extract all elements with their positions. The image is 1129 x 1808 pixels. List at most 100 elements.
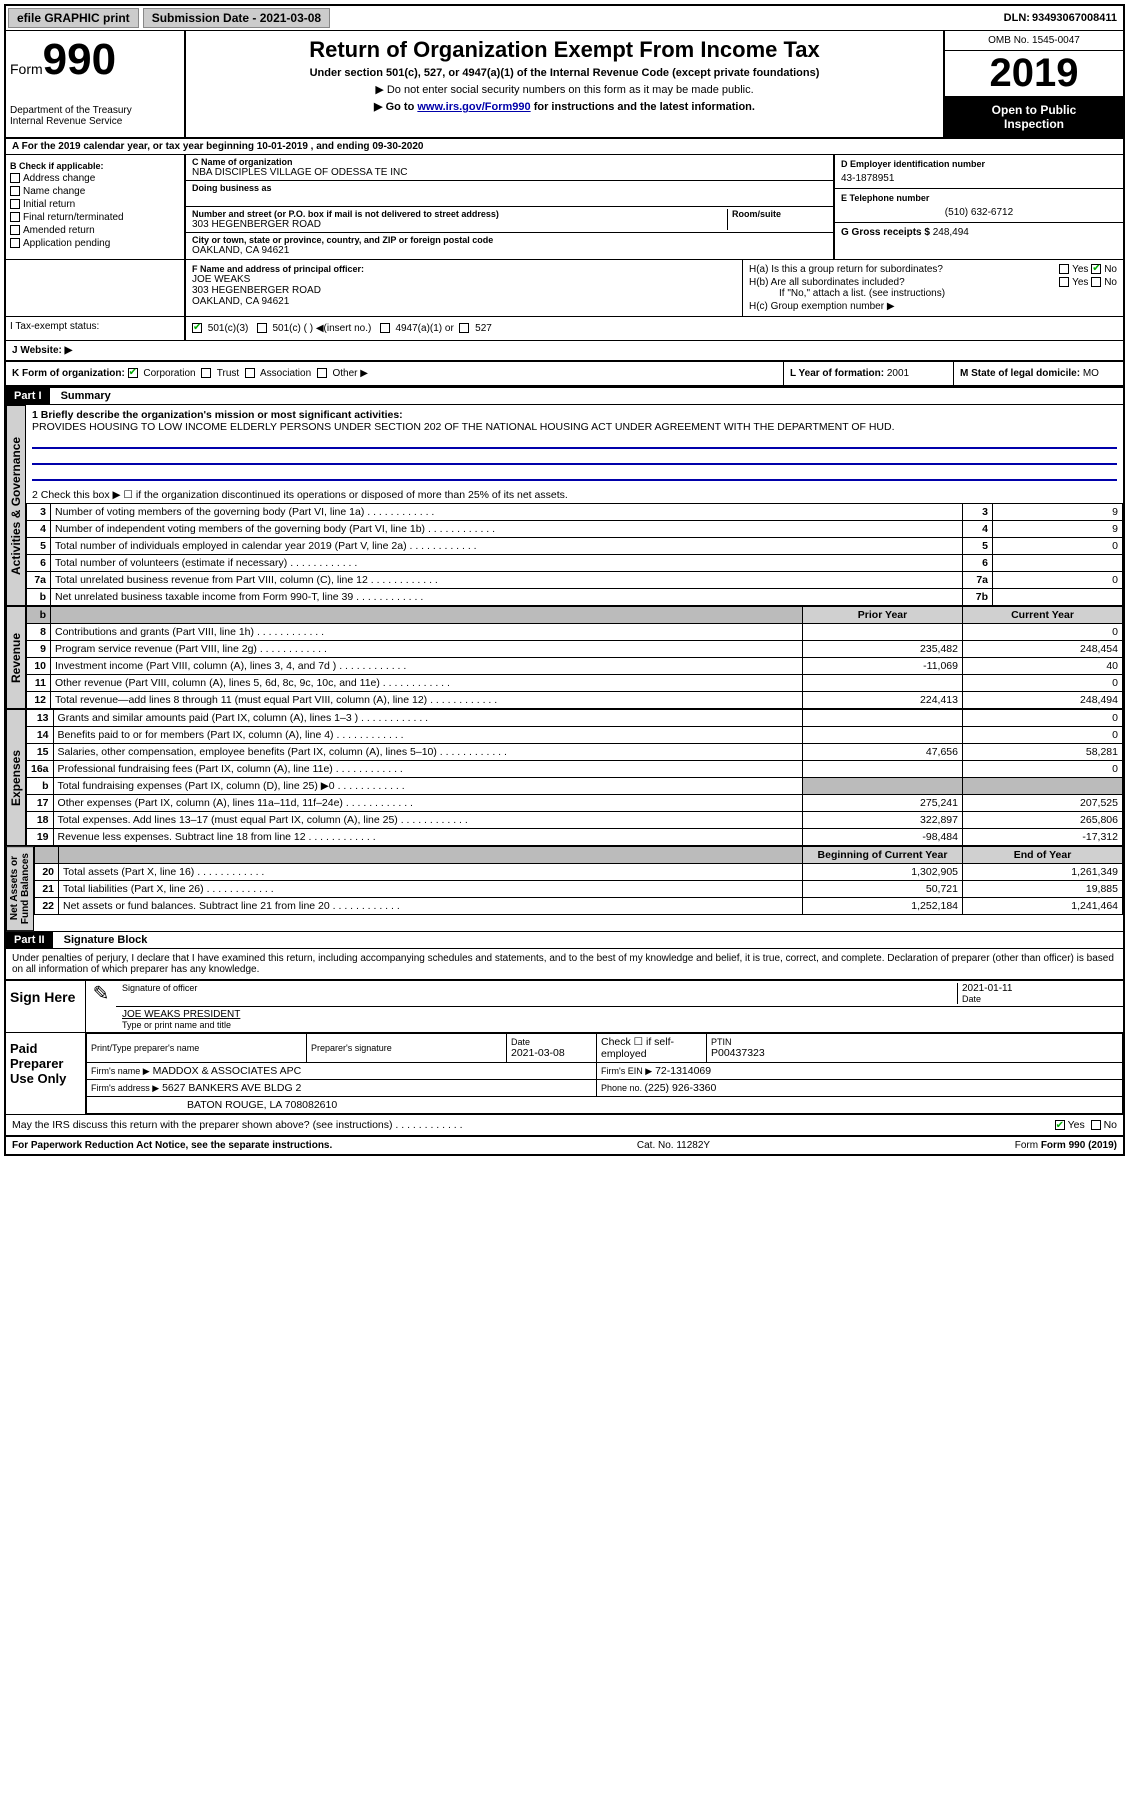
- m-value: MO: [1083, 368, 1099, 379]
- hb-note: If "No," attach a list. (see instruction…: [749, 288, 1117, 299]
- m-label: M State of legal domicile:: [960, 368, 1083, 379]
- net-assets-table: Beginning of Current YearEnd of Year 20T…: [34, 846, 1123, 915]
- part-1-badge: Part I: [6, 388, 50, 404]
- hb-row: H(b) Are all subordinates included? Yes …: [749, 277, 1117, 288]
- arrow-icon: ▶: [375, 84, 383, 96]
- table-row: 12Total revenue—add lines 8 through 11 (…: [27, 692, 1123, 709]
- j-label: J Website: ▶: [12, 345, 72, 356]
- other-checkbox[interactable]: [317, 368, 327, 378]
- gross-receipts-row: G Gross receipts $ 248,494: [835, 223, 1123, 242]
- checkbox-initial-return[interactable]: Initial return: [10, 199, 180, 210]
- part-2-title: Signature Block: [56, 934, 148, 946]
- current-year-header: Current Year: [963, 607, 1123, 624]
- address: 303 HEGENBERGER ROAD: [192, 219, 727, 230]
- submission-date: 2021-03-08: [260, 11, 321, 25]
- footer-right: Form Form 990 (2019): [1015, 1140, 1117, 1151]
- prep-name-label: Print/Type preparer's name: [91, 1043, 302, 1053]
- opt-label: 501(c) ( ) ◀(insert no.): [272, 323, 371, 334]
- table-row: 5Total number of individuals employed in…: [27, 538, 1123, 555]
- checkbox-address-change[interactable]: Address change: [10, 173, 180, 184]
- 527-checkbox[interactable]: [459, 323, 469, 333]
- 501c3-checkbox[interactable]: [192, 323, 202, 333]
- table-row: 20Total assets (Part X, line 16)1,302,90…: [35, 864, 1123, 881]
- opt-label: 527: [475, 323, 492, 334]
- cb-label: Final return/terminated: [23, 212, 124, 223]
- trust-checkbox[interactable]: [201, 368, 211, 378]
- discuss-label: May the IRS discuss this return with the…: [12, 1119, 393, 1131]
- footer-mid: Cat. No. 11282Y: [637, 1140, 710, 1151]
- check-self-employed[interactable]: Check ☐ if self-employed: [597, 1034, 707, 1063]
- discuss-yes-checkbox[interactable]: [1055, 1120, 1065, 1130]
- hb-yes-checkbox[interactable]: [1059, 277, 1069, 287]
- section-fh: F Name and address of principal officer:…: [6, 260, 1123, 317]
- 501c-checkbox[interactable]: [257, 323, 267, 333]
- city: OAKLAND, CA 94621: [192, 245, 827, 256]
- l-value: 2001: [887, 368, 909, 379]
- section-j: J Website: ▶: [6, 341, 1123, 362]
- discuss-no-checkbox[interactable]: [1091, 1120, 1101, 1130]
- firm-addr2: BATON ROUGE, LA 708082610: [87, 1097, 1123, 1114]
- table-row: 22Net assets or fund balances. Subtract …: [35, 898, 1123, 915]
- form-subtitle: Under section 501(c), 527, or 4947(a)(1)…: [192, 67, 937, 79]
- sig-date-label: Date: [962, 994, 1117, 1004]
- note-2-pre: Go to: [386, 101, 418, 113]
- paid-preparer-label: Paid Preparer Use Only: [6, 1033, 86, 1114]
- firm-phone-label: Phone no.: [601, 1083, 645, 1093]
- checkbox-amended[interactable]: Amended return: [10, 225, 180, 236]
- table-row: 6Total number of volunteers (estimate if…: [27, 555, 1123, 572]
- ha-yes-checkbox[interactable]: [1059, 264, 1069, 274]
- vtab-expenses: Expenses: [6, 709, 26, 846]
- d-label: D Employer identification number: [841, 159, 1117, 169]
- table-row: bNet unrelated business taxable income f…: [27, 589, 1123, 606]
- org-name: NBA DISCIPLES VILLAGE OF ODESSA TE INC: [192, 167, 827, 178]
- cb-label: Application pending: [23, 238, 110, 249]
- hc-row: H(c) Group exemption number ▶: [749, 301, 1117, 312]
- department: Department of the Treasury Internal Reve…: [10, 105, 180, 127]
- line-a: A For the 2019 calendar year, or tax yea…: [6, 139, 1123, 155]
- corp-checkbox[interactable]: [128, 368, 138, 378]
- open-to-public: Open to Public Inspection: [945, 97, 1123, 137]
- part-1-header: Part I Summary: [6, 387, 1123, 405]
- no-label: No: [1104, 277, 1117, 288]
- header-right: OMB No. 1545-0047 2019 Open to Public In…: [943, 31, 1123, 137]
- assoc-checkbox[interactable]: [245, 368, 255, 378]
- form-prefix: Form: [10, 61, 43, 77]
- checkbox-final-return[interactable]: Final return/terminated: [10, 212, 180, 223]
- revenue-table: bPrior YearCurrent Year 8Contributions a…: [26, 606, 1123, 709]
- hb-no-checkbox[interactable]: [1091, 277, 1101, 287]
- table-row: 19Revenue less expenses. Subtract line 1…: [27, 829, 1123, 846]
- efile-button[interactable]: efile GRAPHIC print: [8, 8, 139, 28]
- footer-right-text: Form 990 (2019): [1041, 1140, 1117, 1151]
- expenses-table: 13Grants and similar amounts paid (Part …: [26, 709, 1123, 846]
- table-row: 7aTotal unrelated business revenue from …: [27, 572, 1123, 589]
- submission-date-button[interactable]: Submission Date - 2021-03-08: [143, 8, 330, 28]
- expenses-section: Expenses 13Grants and similar amounts pa…: [6, 709, 1123, 846]
- blank-line: [32, 435, 1117, 449]
- section-c: C Name of organization NBA DISCIPLES VIL…: [186, 155, 833, 260]
- table-row: 9Program service revenue (Part VIII, lin…: [27, 641, 1123, 658]
- checkbox-pending[interactable]: Application pending: [10, 238, 180, 249]
- cb-label: Initial return: [23, 199, 75, 210]
- note-1: ▶ Do not enter social security numbers o…: [192, 83, 937, 96]
- line-1-label: 1 Briefly describe the organization's mi…: [32, 409, 1117, 421]
- k-label: K Form of organization:: [12, 368, 125, 379]
- table-row: 21Total liabilities (Part X, line 26)50,…: [35, 881, 1123, 898]
- irs-link[interactable]: www.irs.gov/Form990: [417, 101, 530, 113]
- mission-text: PROVIDES HOUSING TO LOW INCOME ELDERLY P…: [32, 421, 1117, 433]
- prior-year-header: Prior Year: [803, 607, 963, 624]
- officer-sub: Type or print name and title: [122, 1020, 1117, 1030]
- net-assets-section: Net Assets or Fund Balances Beginning of…: [6, 846, 1123, 931]
- note-2: ▶ Go to www.irs.gov/Form990 for instruct…: [192, 100, 937, 113]
- i-label: I Tax-exempt status:: [10, 321, 99, 332]
- end-year-header: End of Year: [963, 847, 1123, 864]
- ein-row: D Employer identification number 43-1878…: [835, 155, 1123, 189]
- checkbox-name-change[interactable]: Name change: [10, 186, 180, 197]
- hb-label: H(b) Are all subordinates included?: [749, 277, 905, 288]
- vtab-net-assets: Net Assets or Fund Balances: [6, 846, 34, 931]
- table-row: bTotal fundraising expenses (Part IX, co…: [27, 778, 1123, 795]
- table-row: 4Number of independent voting members of…: [27, 521, 1123, 538]
- ag-table: 3Number of voting members of the governi…: [26, 503, 1123, 606]
- ha-no-checkbox[interactable]: [1091, 264, 1101, 274]
- top-bar: efile GRAPHIC print Submission Date - 20…: [6, 6, 1123, 31]
- 4947-checkbox[interactable]: [380, 323, 390, 333]
